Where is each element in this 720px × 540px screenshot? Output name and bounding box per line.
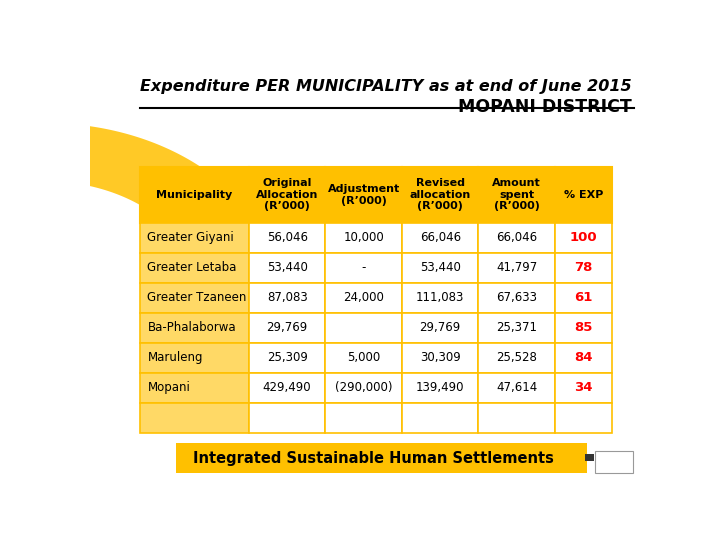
- Text: MOPANI DISTRICT: MOPANI DISTRICT: [457, 98, 631, 116]
- Bar: [479, 373, 555, 403]
- Bar: [140, 223, 249, 253]
- Bar: [402, 283, 479, 313]
- Text: 25,528: 25,528: [496, 352, 537, 365]
- Bar: [325, 167, 402, 223]
- Text: 429,490: 429,490: [263, 381, 312, 394]
- Bar: [479, 253, 555, 283]
- Bar: [479, 403, 555, 433]
- Text: 67,633: 67,633: [496, 291, 537, 305]
- Bar: [325, 343, 402, 373]
- Bar: [249, 313, 325, 343]
- Bar: [402, 373, 479, 403]
- Bar: [555, 167, 612, 223]
- Text: 29,769: 29,769: [420, 321, 461, 334]
- Bar: [585, 454, 594, 461]
- Bar: [325, 403, 402, 433]
- Bar: [402, 253, 479, 283]
- Text: 66,046: 66,046: [420, 231, 461, 244]
- Text: 139,490: 139,490: [416, 381, 464, 394]
- Text: -: -: [361, 261, 366, 274]
- Bar: [325, 253, 402, 283]
- Text: Amount
spent
(R’000): Amount spent (R’000): [492, 178, 541, 211]
- Bar: [140, 253, 249, 283]
- Text: 100: 100: [570, 231, 598, 244]
- Bar: [249, 283, 325, 313]
- Text: Integrated Sustainable Human Settlements: Integrated Sustainable Human Settlements: [193, 451, 554, 465]
- Text: 47,614: 47,614: [496, 381, 537, 394]
- Text: 84: 84: [574, 352, 593, 365]
- Bar: [140, 283, 249, 313]
- Text: 25,371: 25,371: [496, 321, 537, 334]
- Bar: [140, 167, 249, 223]
- Bar: [249, 403, 325, 433]
- Bar: [479, 223, 555, 253]
- Text: 30,309: 30,309: [420, 352, 461, 365]
- Bar: [249, 223, 325, 253]
- Text: 78: 78: [575, 261, 593, 274]
- Text: 66,046: 66,046: [496, 231, 537, 244]
- Bar: [555, 223, 612, 253]
- Bar: [479, 167, 555, 223]
- Bar: [555, 403, 612, 433]
- Bar: [595, 451, 633, 473]
- Bar: [140, 373, 249, 403]
- Bar: [555, 373, 612, 403]
- Bar: [249, 253, 325, 283]
- Text: 56,046: 56,046: [266, 231, 307, 244]
- Bar: [479, 313, 555, 343]
- Text: Greater Tzaneen: Greater Tzaneen: [148, 291, 247, 305]
- Text: 85: 85: [575, 321, 593, 334]
- Text: % EXP: % EXP: [564, 190, 603, 200]
- Text: 87,083: 87,083: [266, 291, 307, 305]
- Text: Municipality: Municipality: [156, 190, 233, 200]
- Text: Revised
allocation
(R’000): Revised allocation (R’000): [410, 178, 471, 211]
- Text: Ba-Phalaborwa: Ba-Phalaborwa: [148, 321, 236, 334]
- Text: 5,000: 5,000: [347, 352, 380, 365]
- Bar: [402, 403, 479, 433]
- Bar: [479, 343, 555, 373]
- Bar: [325, 373, 402, 403]
- Bar: [402, 313, 479, 343]
- Bar: [402, 343, 479, 373]
- Text: 53,440: 53,440: [420, 261, 461, 274]
- Text: Maruleng: Maruleng: [148, 352, 203, 365]
- Bar: [402, 167, 479, 223]
- Bar: [555, 283, 612, 313]
- Bar: [140, 313, 249, 343]
- Text: 111,083: 111,083: [416, 291, 464, 305]
- Bar: [555, 253, 612, 283]
- Text: 25,309: 25,309: [266, 352, 307, 365]
- Bar: [249, 343, 325, 373]
- Text: 10,000: 10,000: [343, 231, 384, 244]
- Bar: [249, 167, 325, 223]
- Text: 61: 61: [575, 291, 593, 305]
- Text: 24,000: 24,000: [343, 291, 384, 305]
- Polygon shape: [0, 123, 279, 385]
- Text: 32: 32: [606, 457, 623, 470]
- Text: 34: 34: [574, 381, 593, 394]
- Text: Original
Allocation
(R’000): Original Allocation (R’000): [256, 178, 318, 211]
- Text: Greater Letaba: Greater Letaba: [148, 261, 237, 274]
- Bar: [325, 313, 402, 343]
- Bar: [140, 343, 249, 373]
- Bar: [325, 223, 402, 253]
- Text: 53,440: 53,440: [266, 261, 307, 274]
- Bar: [555, 343, 612, 373]
- Text: (290,000): (290,000): [335, 381, 392, 394]
- Text: 41,797: 41,797: [496, 261, 537, 274]
- Bar: [325, 283, 402, 313]
- Bar: [479, 283, 555, 313]
- Text: Mopani: Mopani: [148, 381, 190, 394]
- Bar: [402, 223, 479, 253]
- Text: Expenditure PER MUNICIPALITY as at end of June 2015: Expenditure PER MUNICIPALITY as at end o…: [140, 79, 631, 94]
- Bar: [249, 373, 325, 403]
- Text: 29,769: 29,769: [266, 321, 307, 334]
- Bar: [176, 443, 587, 473]
- Bar: [555, 313, 612, 343]
- Bar: [140, 403, 249, 433]
- Text: Greater Giyani: Greater Giyani: [148, 231, 234, 244]
- Text: Adjustment
(R’000): Adjustment (R’000): [328, 184, 400, 206]
